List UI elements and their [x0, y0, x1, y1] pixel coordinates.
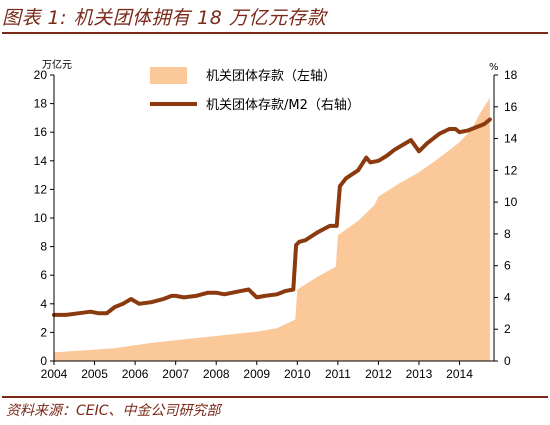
- left-tick-label: 6: [40, 268, 47, 282]
- right-tick-label: 4: [504, 290, 511, 304]
- x-tick-label: 2008: [203, 367, 230, 381]
- legend-swatch-area: [150, 67, 187, 84]
- left-tick-label: 8: [40, 240, 47, 254]
- title-rule: [2, 32, 548, 34]
- left-tick-label: 10: [34, 211, 48, 225]
- bottom-rule: [2, 396, 548, 398]
- axes-layer: 0 2 4 6 8 10 12 14 16 18 20 0 2 4 6 8 10 12 14 16 18 2004 2005…: [34, 68, 518, 381]
- left-tick-label: 12: [34, 182, 48, 196]
- source-note: 资料来源：CEIC、中金公司研究部: [6, 403, 221, 419]
- left-tick-label: 0: [40, 354, 47, 368]
- line-layer: [52, 117, 492, 317]
- x-tick-label: 2013: [406, 367, 433, 381]
- right-axis-unit: %: [489, 62, 499, 73]
- legend: 机关团体存款（左轴） 机关团体存款/M2（右轴）: [150, 67, 360, 113]
- right-tick-label: 16: [504, 100, 518, 114]
- figure-title: 图表 1: 机关团体拥有 18 万亿元存款: [2, 7, 327, 29]
- x-tick-label: 2014: [446, 367, 473, 381]
- legend-label-line: 机关团体存款/M2（右轴）: [206, 98, 360, 113]
- x-tick-label: 2012: [365, 367, 392, 381]
- left-tick-label: 20: [34, 68, 48, 82]
- left-tick-label: 14: [34, 154, 48, 168]
- right-tick-label: 8: [504, 227, 511, 241]
- x-tick-label: 2006: [122, 367, 149, 381]
- area-layer: [54, 97, 490, 362]
- right-tick-label: 12: [504, 163, 518, 177]
- area-series-deposits: [54, 97, 490, 362]
- right-tick-label: 2: [504, 322, 511, 336]
- left-tick-label: 2: [40, 325, 47, 339]
- right-tick-label: 0: [504, 354, 511, 368]
- right-tick-label: 6: [504, 259, 511, 273]
- line-series-deposits-m2: [52, 117, 492, 317]
- left-axis-unit: 万亿元: [42, 58, 72, 71]
- left-tick-label: 16: [34, 125, 48, 139]
- left-tick-label: 4: [40, 297, 47, 311]
- x-tick-label: 2010: [284, 367, 311, 381]
- right-tick-label: 10: [504, 195, 518, 209]
- x-tick-label: 2004: [41, 367, 68, 381]
- x-tick-label: 2011: [325, 367, 351, 381]
- right-tick-label: 18: [504, 68, 518, 82]
- legend-label-area: 机关团体存款（左轴）: [206, 69, 336, 84]
- x-tick-label: 2007: [162, 367, 189, 381]
- x-tick-label: 2009: [243, 367, 270, 381]
- x-tick-label: 2005: [81, 367, 108, 381]
- right-tick-label: 14: [504, 132, 518, 146]
- left-tick-label: 18: [34, 97, 48, 111]
- chart: 0 2 4 6 8 10 12 14 16 18 20 0 2 4 6 8 10 12 14 16 18 2004 2005…: [34, 58, 518, 381]
